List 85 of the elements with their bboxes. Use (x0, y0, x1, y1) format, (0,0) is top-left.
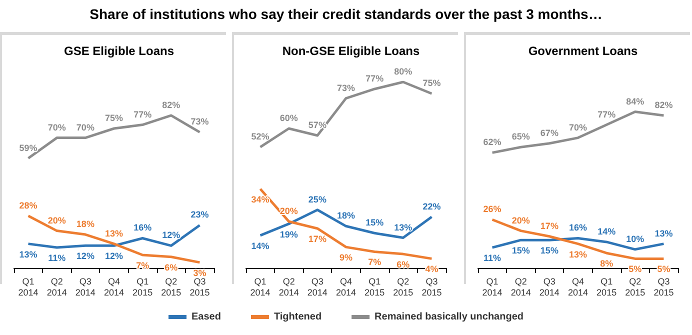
data-label: 16% (568, 222, 588, 233)
legend-label: Tightened (274, 312, 322, 322)
data-label: 8% (600, 258, 614, 269)
data-label: 73% (190, 116, 209, 127)
data-label: 7% (136, 260, 150, 270)
data-label: 6% (396, 260, 410, 270)
legend-label: Eased (192, 312, 221, 322)
data-label: 18% (76, 219, 94, 230)
data-label: 13% (104, 228, 124, 238)
data-label: 3% (193, 268, 206, 278)
data-label: 12% (162, 230, 180, 240)
data-label: 13% (19, 249, 38, 260)
x-tick-label: Q4 2014 (104, 276, 124, 298)
data-label: 75% (104, 113, 124, 123)
data-label: 67% (540, 128, 558, 138)
data-label: 59% (19, 142, 38, 153)
data-label: 18% (336, 210, 356, 221)
data-label: 77% (366, 73, 384, 84)
x-tick-label: Q3 2015 (422, 276, 442, 298)
data-label: 20% (48, 215, 66, 226)
data-label: 15% (366, 218, 384, 228)
data-label: 16% (134, 222, 152, 233)
data-label: 84% (626, 96, 644, 106)
data-label: 15% (540, 246, 558, 256)
data-label: 80% (394, 66, 412, 76)
data-label: 7% (368, 257, 382, 268)
x-tick-label: Q1 2014 (482, 276, 502, 298)
data-label: 19% (280, 229, 298, 240)
data-label: 11% (484, 253, 502, 264)
x-tick-label: Q3 2014 (75, 276, 96, 298)
x-tick-label: Q4 2014 (336, 276, 356, 298)
chart-title: Non-GSE Eligible Loans (282, 44, 420, 58)
x-tick-label: Q2 2014 (510, 276, 531, 298)
x-tick-label: Q2 2015 (393, 276, 414, 298)
data-label: 14% (251, 240, 270, 251)
data-label: 82% (654, 100, 673, 110)
data-label: 26% (483, 204, 502, 214)
data-label: 73% (336, 82, 356, 93)
data-label: 62% (483, 137, 502, 148)
data-label: 34% (251, 194, 270, 204)
data-label: 17% (308, 234, 326, 244)
data-label: 12% (104, 251, 124, 262)
data-label: 75% (422, 78, 441, 88)
x-tick-label: Q2 2015 (161, 276, 182, 298)
data-label: 10% (626, 234, 644, 244)
x-tick-label: Q4 2014 (568, 276, 588, 298)
data-label: 11% (48, 253, 66, 264)
x-tick-label: Q1 2015 (596, 276, 617, 298)
text: Share of institutions who say their credit standards over the past 3 months… (88, 6, 604, 22)
chart-title: GSE Eligible Loans (64, 44, 174, 58)
data-label: 70% (568, 122, 588, 132)
data-label: 12% (76, 251, 94, 262)
data-label: 25% (308, 194, 326, 204)
x-tick-label: Q3 2014 (539, 276, 560, 298)
data-label: 9% (339, 252, 353, 263)
data-label: 77% (134, 109, 152, 120)
data-label: 60% (280, 113, 298, 123)
data-label: 17% (540, 220, 558, 231)
data-label: 70% (76, 122, 94, 132)
data-label: 15% (512, 246, 530, 256)
data-label: 52% (251, 132, 270, 142)
x-tick-label: Q1 2015 (132, 276, 153, 298)
data-label: 82% (162, 100, 180, 110)
chart-title: Government Loans (528, 44, 638, 58)
data-label: 13% (568, 249, 588, 260)
x-tick-label: Q2 2014 (46, 276, 67, 298)
data-label: 23% (190, 210, 209, 220)
data-label: 13% (654, 228, 673, 238)
data-label: 14% (598, 226, 616, 236)
x-tick-label: Q1 2014 (250, 276, 270, 298)
data-label: 22% (422, 201, 441, 212)
x-tick-label: Q1 2015 (364, 276, 385, 298)
data-label: 65% (512, 132, 530, 142)
x-tick-label: Q3 2015 (190, 276, 210, 298)
x-tick-label: Q2 2015 (625, 276, 646, 298)
x-tick-label: Q3 2015 (654, 276, 674, 298)
x-tick-label: Q3 2014 (307, 276, 328, 298)
data-label: 70% (48, 122, 66, 132)
x-tick-label: Q2 2014 (278, 276, 299, 298)
legend-label: Remained basically unchanged (374, 312, 524, 322)
data-label: 77% (598, 109, 616, 120)
x-tick-label: Q1 2014 (18, 276, 38, 298)
data-label: 20% (512, 215, 530, 226)
data-label: 13% (394, 222, 412, 232)
data-label: 28% (19, 200, 38, 210)
